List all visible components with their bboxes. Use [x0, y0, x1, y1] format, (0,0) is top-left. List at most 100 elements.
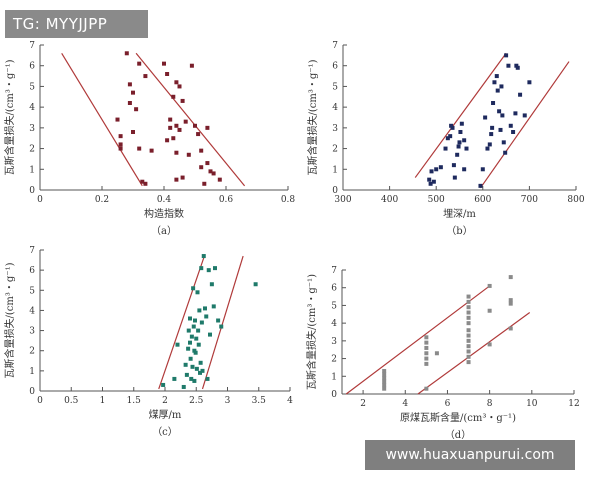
data-point	[466, 315, 471, 320]
x-tick-label: 8	[487, 399, 493, 409]
envelope-line	[479, 61, 570, 189]
panel-label-c: （c）	[152, 426, 178, 438]
data-point	[216, 318, 221, 323]
data-point	[137, 61, 142, 66]
data-point	[253, 282, 258, 287]
data-point	[118, 134, 123, 139]
data-point	[205, 125, 210, 130]
data-point	[466, 305, 471, 310]
data-point	[498, 127, 503, 132]
data-point	[127, 101, 132, 105]
envelope-line	[158, 255, 205, 390]
y-tick-label: 5	[332, 82, 338, 92]
data-point	[168, 125, 173, 130]
y-tick-label: 0	[332, 186, 338, 196]
y-tick-label: 3	[332, 124, 338, 134]
data-point	[451, 163, 456, 168]
data-point	[186, 346, 191, 351]
data-point	[115, 117, 120, 122]
y-tick-label: 6	[29, 266, 35, 276]
data-point	[508, 298, 513, 303]
panel-a: 0 1 2 3 4 5 6 7 0 0.2 0.4 0.6 0.8 构造指数 （a） 瓦斯含量损失/(cm³・…	[3, 41, 295, 237]
data-point	[382, 379, 387, 384]
data-point	[487, 142, 492, 147]
data-point	[466, 333, 471, 338]
envelope-line	[345, 285, 490, 395]
data-point	[181, 384, 186, 389]
data-point	[205, 161, 210, 166]
data-point	[174, 150, 179, 155]
data-point	[191, 286, 196, 291]
envelope-line	[135, 52, 246, 187]
data-point	[189, 63, 194, 68]
data-point	[205, 376, 210, 381]
data-point	[188, 316, 192, 321]
data-point	[198, 360, 203, 365]
y-tick-label: 4	[29, 103, 35, 113]
data-point	[382, 376, 387, 381]
data-point	[196, 342, 201, 347]
data-point	[522, 113, 527, 118]
data-point	[193, 123, 197, 128]
data-point	[424, 345, 429, 350]
data-point	[194, 336, 199, 341]
data-point	[466, 344, 471, 349]
y-tick-label: 1	[29, 367, 35, 377]
data-point	[193, 318, 197, 323]
data-point	[118, 142, 123, 147]
data-point	[489, 132, 494, 137]
data-point	[448, 134, 453, 139]
y-tick-label: 3	[29, 327, 35, 337]
y-tick-label: 6	[332, 62, 338, 72]
data-point	[127, 82, 132, 87]
y-tick-label: 1	[331, 372, 337, 382]
data-point	[162, 61, 166, 66]
y-tick-label: 2	[29, 145, 35, 155]
data-point	[466, 354, 471, 359]
data-point	[424, 335, 429, 340]
data-point	[194, 366, 199, 371]
data-point	[199, 165, 204, 170]
y-tick-label: 4	[332, 103, 338, 113]
x-tick-label: 0	[37, 195, 43, 205]
data-point	[424, 386, 429, 391]
data-point	[514, 63, 519, 68]
data-point	[424, 340, 429, 345]
x-tick-label: 6	[445, 399, 451, 409]
data-point	[192, 378, 197, 383]
y-tick-label: 4	[331, 319, 337, 329]
data-point	[466, 349, 471, 354]
y-tick-label: 2	[332, 145, 338, 155]
data-point	[382, 383, 387, 388]
data-point	[219, 324, 224, 329]
x-tick-label: 500	[428, 195, 445, 205]
data-point	[140, 179, 145, 184]
data-point	[515, 65, 520, 70]
data-point	[424, 356, 429, 361]
panel-label-b: （b）	[446, 225, 472, 237]
data-point	[209, 282, 214, 287]
data-point	[511, 130, 516, 134]
data-point	[457, 140, 462, 145]
data-point	[149, 148, 154, 153]
data-point	[184, 372, 189, 377]
x-tick-label: 3	[225, 396, 231, 406]
x-tick-label: 600	[474, 195, 491, 205]
data-point	[186, 152, 191, 157]
data-point	[171, 136, 176, 141]
data-point	[459, 121, 464, 126]
data-point	[466, 338, 471, 343]
envelope-line	[417, 312, 531, 395]
data-point	[165, 138, 170, 143]
y-tick-label: 2	[331, 355, 337, 365]
data-point	[480, 167, 485, 172]
data-point	[208, 169, 213, 174]
data-point	[172, 376, 177, 381]
x-tick-label: 4	[402, 399, 408, 409]
y-tick-label: 7	[331, 266, 337, 276]
y-tick-label: 0	[29, 186, 35, 196]
y-tick-label: 5	[331, 301, 337, 311]
x-tick-label: 0.2	[95, 195, 109, 205]
data-point	[208, 332, 212, 337]
data-point	[174, 80, 179, 85]
